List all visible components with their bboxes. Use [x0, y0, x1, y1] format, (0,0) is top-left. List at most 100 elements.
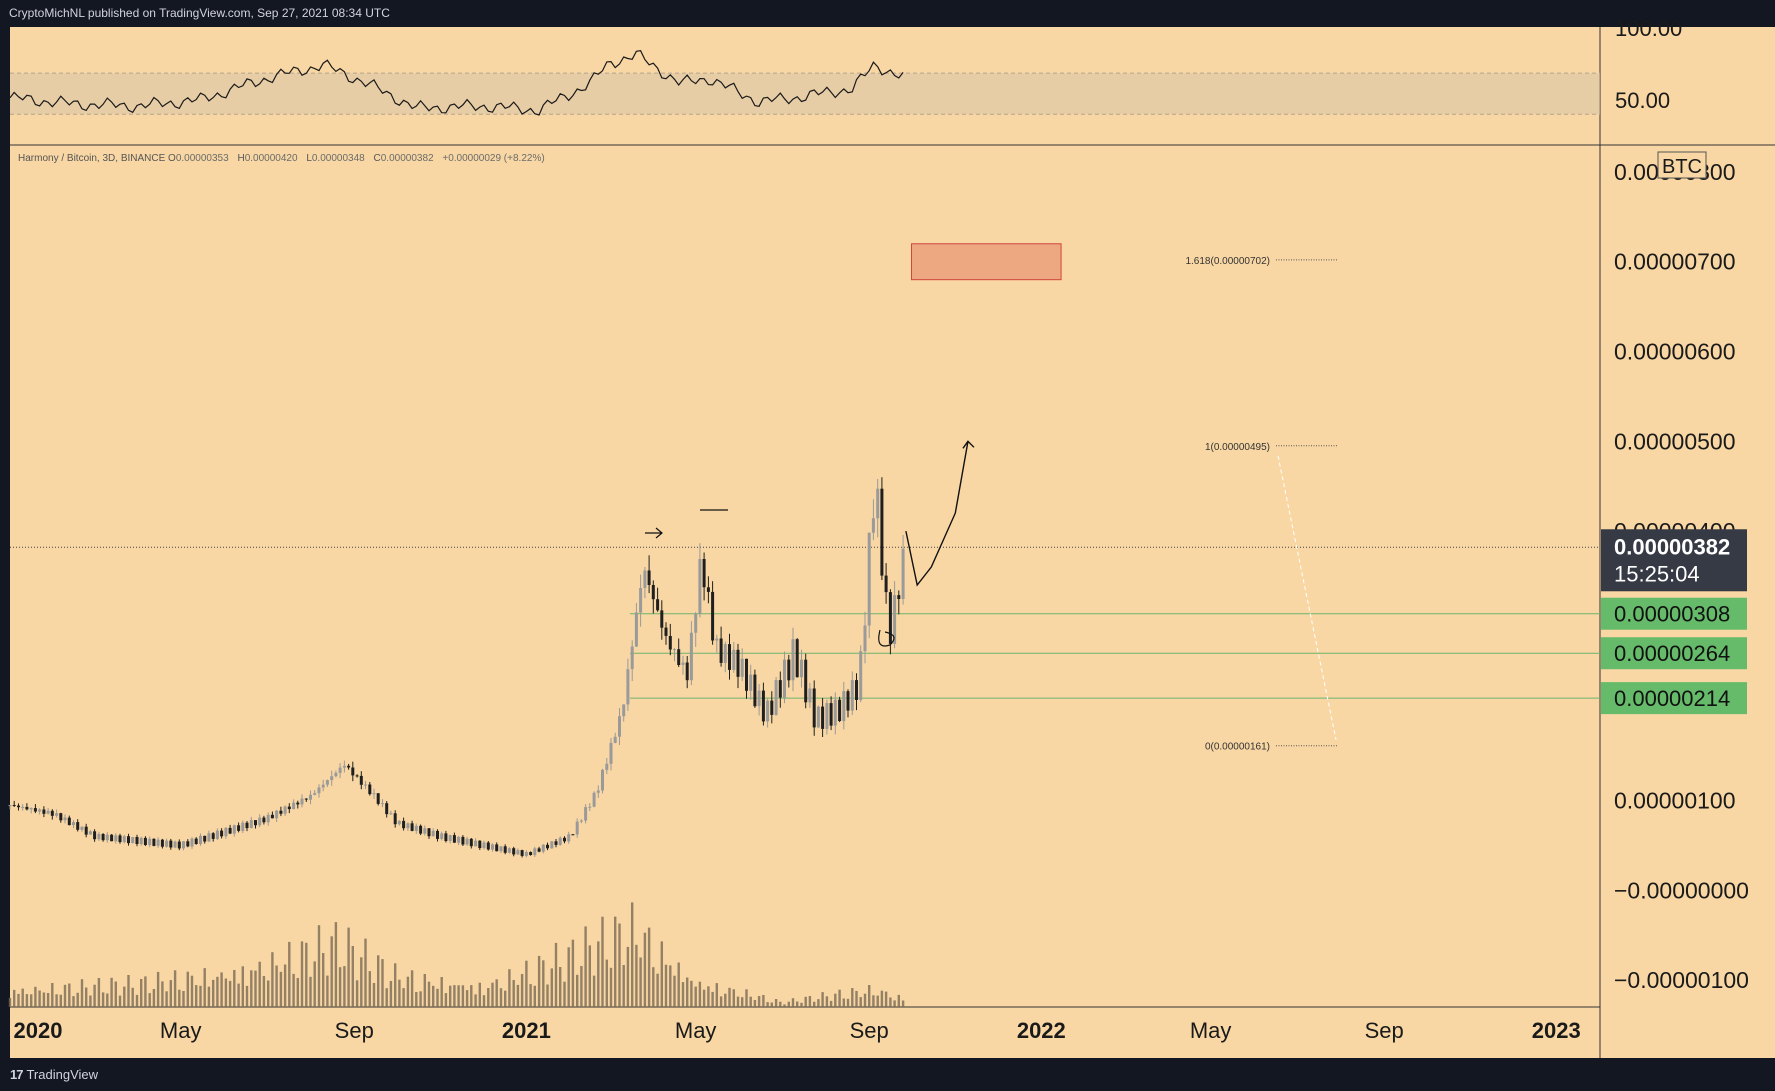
volume-bar	[258, 961, 261, 1007]
volume-bar	[499, 988, 503, 1007]
legend-low-label: L	[306, 153, 312, 164]
volume-bar	[872, 995, 875, 1007]
volume-bar	[220, 972, 223, 1007]
volume-bar	[203, 968, 206, 1007]
volume-bar	[732, 989, 735, 1007]
volume-bar	[398, 979, 401, 1007]
volume-bar	[55, 994, 58, 1007]
circle-mark	[878, 629, 895, 647]
volume-bar	[449, 985, 452, 1007]
candle-body	[309, 794, 312, 800]
footer-brand[interactable]: TradingView	[26, 1067, 99, 1082]
candle-body	[448, 835, 452, 841]
candle-body	[63, 817, 67, 821]
candle-body	[88, 831, 92, 835]
volume-bar	[592, 975, 596, 1007]
time-label-0: 2020	[14, 1018, 63, 1043]
volume-bar	[749, 996, 752, 1007]
volume-bar	[288, 941, 291, 1007]
candle-body	[507, 848, 511, 853]
candle-body	[254, 820, 257, 826]
candle-body	[211, 833, 215, 839]
candle-body	[774, 680, 778, 715]
volume-bar	[68, 983, 71, 1007]
volume-bar	[169, 980, 172, 1007]
candle-body	[105, 834, 109, 841]
volume-bar	[601, 916, 604, 1007]
volume-bar	[897, 994, 900, 1007]
volume-bar	[389, 981, 393, 1007]
volume-bar	[313, 961, 316, 1007]
candle-body	[347, 765, 351, 768]
candle-body	[262, 817, 266, 823]
rsi-band	[10, 73, 1600, 115]
publisher-bar: CryptoMichNL published on TradingView.co…	[0, 0, 1775, 27]
volume-bar	[652, 967, 655, 1007]
time-label-7: May	[1190, 1018, 1232, 1043]
volume-bar	[351, 946, 354, 1007]
candle-body	[465, 838, 469, 845]
candle-body	[249, 820, 253, 828]
candle-body	[135, 837, 139, 844]
candle-body	[537, 848, 541, 852]
candle-body	[67, 817, 71, 826]
candle-body	[148, 838, 152, 845]
volume-bar	[563, 981, 566, 1007]
candle-body	[520, 850, 524, 856]
volume-bar	[427, 981, 431, 1007]
candle-body	[745, 658, 748, 691]
volume-bar	[38, 990, 41, 1007]
fib-label-2: 0(0.00000161)	[1205, 742, 1270, 753]
volume-bar	[855, 990, 858, 1007]
volume-bar	[296, 978, 299, 1007]
candle-body	[846, 691, 850, 711]
candle-body	[76, 822, 80, 830]
candle-body	[609, 742, 613, 764]
volume-bar	[267, 980, 270, 1007]
candle-body	[647, 570, 651, 585]
candle-body	[270, 814, 274, 819]
candle-body	[541, 844, 545, 852]
candle-body	[495, 844, 499, 852]
volume-bar	[110, 977, 113, 1007]
volume-bar	[774, 999, 778, 1007]
volume-bar	[770, 1002, 773, 1007]
volume-bar	[702, 989, 706, 1007]
volume-bar	[279, 971, 283, 1007]
candle-body	[575, 821, 579, 835]
candle-body	[673, 649, 676, 651]
volume-bar	[901, 1000, 905, 1007]
volume-bar	[457, 985, 460, 1007]
candle-body	[618, 716, 621, 737]
volume-bar	[152, 989, 156, 1007]
candle-body	[567, 834, 571, 842]
volume-bar	[779, 1001, 782, 1007]
candle-body	[880, 488, 884, 576]
projection-arrow-icon	[962, 440, 975, 449]
candle-body	[266, 814, 270, 823]
volume-bar	[372, 983, 376, 1007]
volume-bar	[51, 983, 54, 1007]
volume-bar	[478, 982, 481, 1007]
chart-pane[interactable]	[10, 27, 1600, 1058]
arrow-right-icon	[645, 527, 663, 539]
candle-body	[177, 841, 181, 849]
candle-body	[169, 840, 173, 848]
time-label-8: Sep	[1365, 1018, 1404, 1043]
volume-bar	[186, 971, 189, 1007]
countdown-label: 15:25:04	[1614, 561, 1700, 586]
volume-bar	[241, 966, 244, 1007]
volume-bar	[656, 973, 659, 1007]
candle-body	[804, 659, 808, 703]
candle-body	[436, 830, 439, 839]
volume-bar	[542, 960, 545, 1007]
candle-body	[330, 776, 334, 781]
volume-bar	[72, 996, 75, 1007]
volume-bar	[576, 974, 579, 1007]
volume-bar	[216, 976, 219, 1007]
candle-body	[313, 793, 317, 795]
candle-body	[364, 784, 367, 786]
volume-bar	[118, 995, 122, 1007]
time-label-3: 2021	[502, 1018, 551, 1043]
